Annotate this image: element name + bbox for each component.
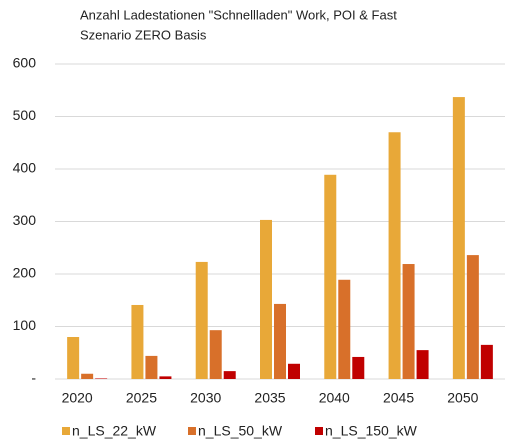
- bar: [452, 97, 465, 379]
- legend-swatch: [62, 427, 70, 435]
- bar: [288, 363, 300, 379]
- bar: [209, 330, 222, 379]
- chart-subtitle: Szenario ZERO Basis: [80, 27, 207, 42]
- chart-title: Anzahl Ladestationen "Schnellladen" Work…: [80, 7, 397, 22]
- bar: [260, 219, 272, 379]
- bar: [466, 255, 479, 379]
- bar: [402, 264, 415, 379]
- y-tick-label: 400: [13, 160, 37, 176]
- x-tick-label: 2050: [447, 390, 478, 406]
- bar: [338, 279, 351, 379]
- bar: [67, 337, 80, 379]
- bar: [145, 355, 158, 379]
- bar: [159, 376, 172, 379]
- legend-swatch: [315, 427, 323, 435]
- x-tick-label: 2035: [254, 390, 285, 406]
- legend-label: n_LS_150_kW: [325, 423, 418, 439]
- x-tick-label: 2045: [383, 390, 414, 406]
- bar: [131, 304, 144, 379]
- legend-swatch: [188, 427, 196, 435]
- y-tick-label: 100: [13, 317, 37, 333]
- bar: [480, 344, 493, 379]
- x-tick-label: 2020: [62, 390, 93, 406]
- bar: [416, 350, 429, 379]
- x-tick-label: 2030: [190, 390, 221, 406]
- legend-label: n_LS_50_kW: [198, 423, 283, 439]
- bar: [388, 132, 401, 379]
- bar: [274, 303, 286, 379]
- bar: [195, 261, 208, 379]
- bar: [223, 371, 236, 379]
- y-tick-label: -: [31, 370, 36, 386]
- bar: [95, 378, 108, 379]
- y-tick-label: 500: [13, 107, 37, 123]
- x-tick-label: 2025: [126, 390, 157, 406]
- bar: [352, 356, 365, 379]
- legend-label: n_LS_22_kW: [72, 423, 157, 439]
- y-tick-label: 300: [13, 212, 37, 228]
- bar: [81, 373, 94, 379]
- x-tick-label: 2040: [319, 390, 350, 406]
- y-tick-label: 600: [13, 55, 37, 71]
- bar: [324, 174, 337, 379]
- y-tick-label: 200: [13, 265, 37, 281]
